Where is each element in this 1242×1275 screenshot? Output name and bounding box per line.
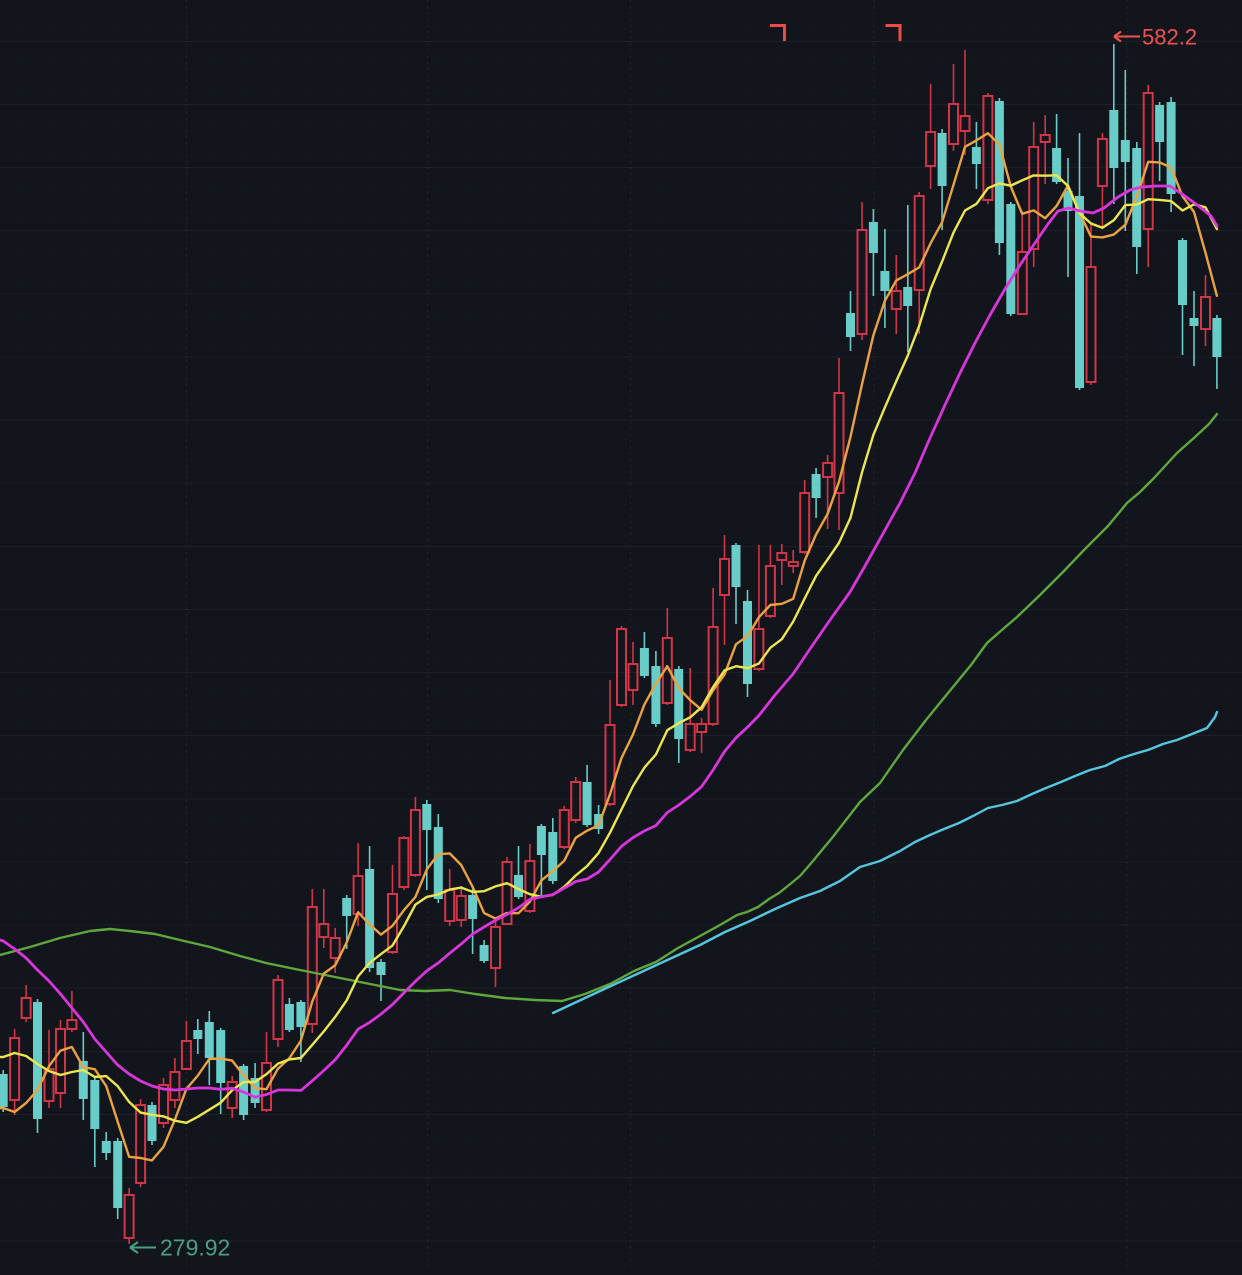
svg-text:582.2: 582.2	[1142, 25, 1197, 50]
svg-text:279.92: 279.92	[160, 1235, 230, 1261]
